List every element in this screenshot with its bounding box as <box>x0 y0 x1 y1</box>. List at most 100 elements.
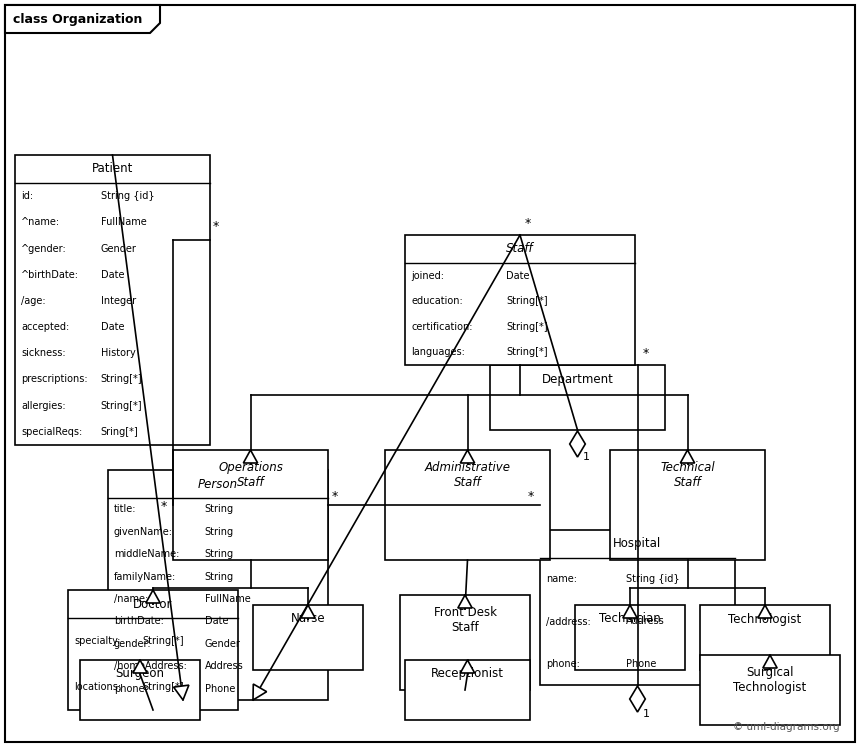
Text: Phone: Phone <box>205 684 235 694</box>
Text: Operations
Staff: Operations Staff <box>218 461 283 489</box>
Bar <box>575 605 685 670</box>
Text: String[*]: String[*] <box>507 347 548 357</box>
Text: FullName: FullName <box>205 594 250 604</box>
Text: *: * <box>161 500 167 513</box>
Bar <box>490 365 665 430</box>
Text: Person: Person <box>198 477 238 491</box>
Polygon shape <box>458 595 472 608</box>
Text: *: * <box>642 347 648 360</box>
Text: Hospital: Hospital <box>613 538 661 551</box>
Text: *: * <box>213 220 219 233</box>
Text: phone:: phone: <box>546 659 580 669</box>
Text: Doctor: Doctor <box>133 598 173 610</box>
Text: Nurse: Nurse <box>291 613 325 625</box>
Text: Surgeon: Surgeon <box>115 668 164 681</box>
Text: String[*]: String[*] <box>101 400 143 411</box>
Text: *: * <box>332 490 338 503</box>
Polygon shape <box>132 660 147 673</box>
Polygon shape <box>630 686 645 712</box>
Text: Patient: Patient <box>92 163 133 176</box>
Text: sickness:: sickness: <box>21 348 65 359</box>
Polygon shape <box>680 450 695 463</box>
Bar <box>700 605 830 670</box>
Text: Sring[*]: Sring[*] <box>101 427 138 437</box>
Text: Gender: Gender <box>101 244 137 253</box>
Bar <box>15 155 210 445</box>
Text: ^birthDate:: ^birthDate: <box>21 270 79 279</box>
Text: Surgical
Technologist: Surgical Technologist <box>734 666 807 694</box>
Text: 1: 1 <box>642 709 649 719</box>
Text: prescriptions:: prescriptions: <box>21 374 88 385</box>
Bar <box>700 655 840 725</box>
Text: givenName:: givenName: <box>114 527 173 536</box>
Text: String[*]: String[*] <box>143 636 184 646</box>
Text: birthDate:: birthDate: <box>114 616 164 627</box>
Text: title:: title: <box>114 504 137 514</box>
Bar <box>68 590 238 710</box>
Text: allergies:: allergies: <box>21 400 65 411</box>
Text: /name:: /name: <box>114 594 148 604</box>
Text: String {id}: String {id} <box>626 574 679 584</box>
Text: specialty:: specialty: <box>74 636 120 646</box>
Text: locations:: locations: <box>74 682 121 692</box>
Text: joined:: joined: <box>411 270 444 281</box>
Text: *: * <box>525 217 531 230</box>
Text: Front Desk
Staff: Front Desk Staff <box>433 606 496 634</box>
Text: String[*]: String[*] <box>101 374 143 385</box>
Text: Phone: Phone <box>626 659 656 669</box>
Text: education:: education: <box>411 297 463 306</box>
Text: String: String <box>205 571 234 582</box>
Text: Date: Date <box>205 616 228 627</box>
Bar <box>385 450 550 560</box>
Bar <box>108 470 328 700</box>
Polygon shape <box>460 660 475 673</box>
Bar <box>610 450 765 560</box>
Bar <box>253 605 363 670</box>
Text: ^gender:: ^gender: <box>21 244 67 253</box>
Text: String: String <box>205 549 234 559</box>
Bar <box>400 595 530 690</box>
Text: /age:: /age: <box>21 296 46 306</box>
Text: 1: 1 <box>582 452 589 462</box>
Polygon shape <box>146 590 160 603</box>
Text: Gender: Gender <box>205 639 241 649</box>
Text: Address: Address <box>626 616 665 627</box>
Text: Administrative
Staff: Administrative Staff <box>425 461 511 489</box>
Text: name:: name: <box>546 574 577 584</box>
Text: String {id}: String {id} <box>101 191 155 201</box>
Text: id:: id: <box>21 191 34 201</box>
Bar <box>80 660 200 720</box>
Text: Address: Address <box>205 661 243 672</box>
Polygon shape <box>758 605 772 618</box>
Polygon shape <box>253 684 267 700</box>
Text: Receptionist: Receptionist <box>431 668 504 681</box>
Text: phone:: phone: <box>114 684 148 694</box>
Polygon shape <box>623 605 637 618</box>
Text: /homeAddress:: /homeAddress: <box>114 661 187 672</box>
Text: /address:: /address: <box>546 616 591 627</box>
Bar <box>405 235 635 365</box>
Text: String[*]: String[*] <box>143 682 184 692</box>
Text: Date: Date <box>101 322 125 332</box>
Text: class Organization: class Organization <box>13 13 143 25</box>
Text: middleName:: middleName: <box>114 549 180 559</box>
Text: certification:: certification: <box>411 322 472 332</box>
Text: Technician: Technician <box>599 613 660 625</box>
Text: languages:: languages: <box>411 347 465 357</box>
Text: Staff: Staff <box>507 243 534 255</box>
Text: familyName:: familyName: <box>114 571 176 582</box>
Polygon shape <box>301 605 315 618</box>
Bar <box>173 450 328 560</box>
Text: String[*]: String[*] <box>507 297 548 306</box>
Text: © uml-diagrams.org: © uml-diagrams.org <box>734 722 840 732</box>
Polygon shape <box>174 685 189 700</box>
Bar <box>540 530 735 685</box>
Text: Date: Date <box>507 270 530 281</box>
Text: *: * <box>528 490 534 503</box>
Text: Department: Department <box>542 373 613 385</box>
Polygon shape <box>569 431 586 457</box>
Polygon shape <box>460 450 475 463</box>
Bar <box>405 660 530 720</box>
Text: Integer: Integer <box>101 296 136 306</box>
Text: History: History <box>101 348 136 359</box>
